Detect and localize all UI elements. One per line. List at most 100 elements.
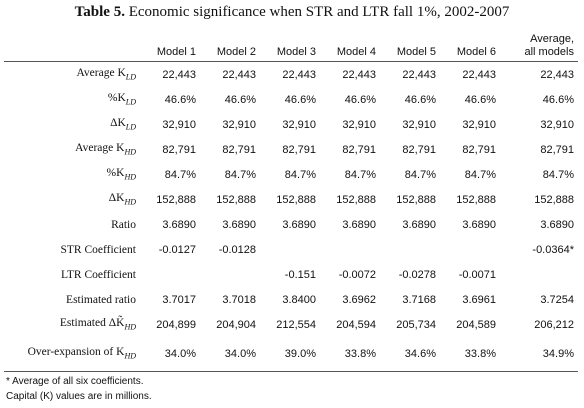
- table-cell: 34.0%: [200, 337, 260, 372]
- table-number: Table 5.: [74, 4, 125, 20]
- column-header: Model 4: [320, 30, 380, 62]
- table-cell: 3.6890: [282, 218, 316, 231]
- header-row: Model 1 Model 2 Model 3 Model 4 Model 5 …: [4, 30, 578, 62]
- table-cell: -0.0128: [218, 243, 256, 256]
- table-body: Average KLD 22,443 22,443 22,443 22,443 22,44…: [4, 62, 578, 372]
- table-cell: 82,791: [162, 143, 196, 156]
- row-label: %KHD: [4, 162, 140, 187]
- table-cell: 82,791: [540, 143, 574, 156]
- table-row: %KHD 84.7% 84.7% 84.7% 84.7% 84.7% 84.7% 84.7%: [4, 162, 578, 187]
- table-cell: 22,443: [222, 68, 256, 81]
- table-cell: 39.0%: [260, 337, 320, 372]
- table-cell: 46.6%: [344, 93, 376, 106]
- table-row: Over-expansion of KHD 34.0% 34.0% 39.0% 33.8…: [4, 337, 578, 372]
- table-cell: 3.7168: [402, 293, 436, 306]
- table-cell: 3.6890: [462, 218, 496, 231]
- row-label: Estimated ratio: [4, 287, 140, 312]
- row-label-subscript: HD: [124, 197, 136, 207]
- table-cell: 152,888: [336, 193, 376, 206]
- table-cell: 84.7%: [464, 168, 496, 181]
- table-cell: 84.7%: [404, 168, 436, 181]
- table-cell: 46.6%: [284, 93, 316, 106]
- table-cell: 32,910: [222, 118, 256, 131]
- table-cell: 33.8%: [320, 337, 380, 372]
- table-cell: 34.0%: [140, 337, 200, 372]
- table-cell: 33.8%: [440, 337, 500, 372]
- table-cell: 82,791: [222, 143, 256, 156]
- row-label-text: Estimated ΔK̃: [59, 317, 125, 330]
- table-cell: [320, 237, 380, 262]
- table-cell: 34.6%: [380, 337, 440, 372]
- table-cell: 84.7%: [224, 168, 256, 181]
- table-cell: 152,888: [156, 193, 196, 206]
- table-cell: [260, 237, 320, 262]
- table-row: Estimated ΔK̃HD 204,899 204,904 212,554 204,…: [4, 312, 578, 337]
- table-cell: 46.6%: [164, 93, 196, 106]
- table-cell: [200, 262, 260, 287]
- table-cell: 152,888: [534, 193, 574, 206]
- column-header: Model 5: [380, 30, 440, 62]
- row-label: Ratio: [4, 212, 140, 237]
- table-cell: 206,212: [534, 318, 574, 331]
- footnote: * Average of all six coefficients.: [6, 376, 144, 387]
- average-header-line2: all models: [524, 46, 574, 58]
- table-cell: 46.6%: [542, 93, 574, 106]
- table-cell: 32,910: [402, 118, 436, 131]
- table-cell: 34.9%: [500, 337, 578, 372]
- column-header: Model 2: [200, 30, 260, 62]
- table-cell: 32,910: [282, 118, 316, 131]
- table-cell: 152,888: [456, 193, 496, 206]
- row-label-text: ΔK: [108, 192, 125, 205]
- table-cell: [440, 237, 500, 262]
- table-cell: 84.7%: [284, 168, 316, 181]
- table-cell: 212,554: [276, 318, 316, 331]
- footnote: Capital (K) values are in millions.: [6, 391, 152, 402]
- row-label-text: Over-expansion of K: [27, 345, 125, 358]
- row-label-text: %K: [106, 167, 125, 180]
- column-header-average: Average, all models: [500, 30, 578, 62]
- row-label: STR Coefficient: [4, 237, 140, 262]
- row-label-subscript: HD: [124, 147, 136, 157]
- table-cell: 46.6%: [224, 93, 256, 106]
- row-label-subscript: HD: [124, 172, 136, 182]
- table-row: Estimated ratio 3.7017 3.7018 3.8400 3.6962 3…: [4, 287, 578, 312]
- economic-significance-table: Model 1 Model 2 Model 3 Model 4 Model 5 …: [4, 30, 578, 372]
- table-cell: 82,791: [342, 143, 376, 156]
- row-label: Average KLD: [4, 62, 140, 88]
- table-cell: 3.8400: [282, 293, 316, 306]
- table-cell: 84.7%: [164, 168, 196, 181]
- table-cell: 32,910: [462, 118, 496, 131]
- table-cell: [380, 237, 440, 262]
- column-header: Model 1: [140, 30, 200, 62]
- row-label-text: Average K: [75, 142, 125, 155]
- table-cell: 22,443: [402, 68, 436, 81]
- table-cell: 152,888: [276, 193, 316, 206]
- row-label: Over-expansion of KHD: [4, 337, 140, 372]
- table-cell: -0.0127: [158, 243, 196, 256]
- table-cell: 32,910: [342, 118, 376, 131]
- row-label-subscript: HD: [124, 322, 136, 332]
- column-header: Model 3: [260, 30, 320, 62]
- table-cell: 22,443: [462, 68, 496, 81]
- table-row: STR Coefficient -0.0127 -0.0128 -0.0364*: [4, 237, 578, 262]
- table-row: Average KLD 22,443 22,443 22,443 22,443 22,44…: [4, 62, 578, 88]
- table-cell: 32,910: [162, 118, 196, 131]
- row-label: ΔKHD: [4, 187, 140, 212]
- table-cell: 84.7%: [344, 168, 376, 181]
- table-title: Table 5. Economic significance when STR …: [0, 4, 584, 21]
- table-row: ΔKHD 152,888 152,888 152,888 152,888 152,888 1…: [4, 187, 578, 212]
- row-label-subscript: HD: [124, 351, 136, 361]
- table-cell: 22,443: [540, 68, 574, 81]
- table-cell: [140, 262, 200, 287]
- table-cell: 152,888: [396, 193, 436, 206]
- table-cell: 46.6%: [404, 93, 436, 106]
- table-cell: 22,443: [342, 68, 376, 81]
- table-cell: 3.6961: [462, 293, 496, 306]
- table-cell: 46.6%: [464, 93, 496, 106]
- table-row: LTR Coefficient -0.151 -0.0072 -0.0278 -0.00…: [4, 262, 578, 287]
- table-cell: 22,443: [282, 68, 316, 81]
- table-cell: 3.7018: [222, 293, 256, 306]
- table-cell: 3.6890: [222, 218, 256, 231]
- table-cell: -0.0364*: [532, 243, 574, 256]
- row-label-text: Estimated ratio: [66, 293, 136, 306]
